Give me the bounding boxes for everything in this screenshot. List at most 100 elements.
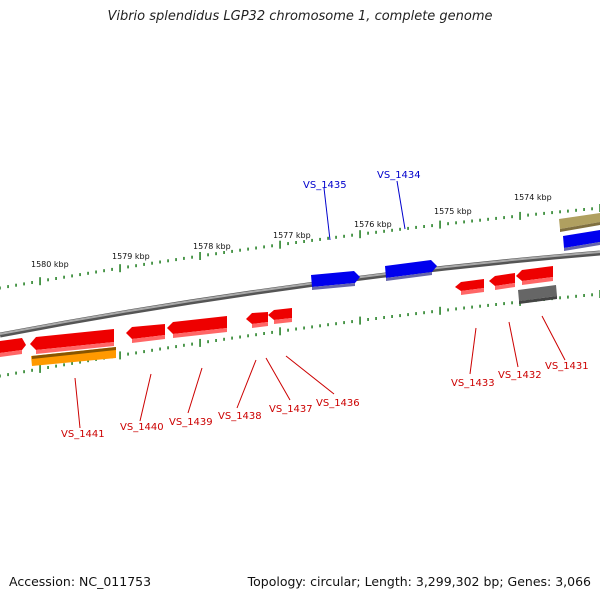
reverse-scale-tick <box>407 313 409 317</box>
gene-VS_1441[interactable] <box>30 329 114 354</box>
forward-scale-tick <box>55 277 57 280</box>
reverse-scale-tick <box>87 359 89 363</box>
forward-scale-tick <box>319 237 321 241</box>
forward-scale-tick <box>527 213 529 217</box>
reverse-strand-ticks <box>0 290 600 378</box>
gene-VS_1438[interactable] <box>246 312 268 328</box>
forward-scale-tick <box>383 229 385 233</box>
gene-label-VS_1431[interactable]: VS_1431 <box>545 361 589 372</box>
forward-scale-tick <box>431 224 433 228</box>
gene-VS_1435[interactable] <box>311 271 360 290</box>
gene-label-VS_1432[interactable]: VS_1432 <box>498 370 542 381</box>
forward-scale-tick <box>111 267 113 271</box>
reverse-scale-tick <box>439 306 441 315</box>
forward-scale-tick <box>23 282 25 286</box>
kbp-tick-label: 1575 kbp <box>434 207 472 216</box>
forward-scale-tick <box>575 208 577 212</box>
forward-scale-tick <box>415 225 417 229</box>
forward-scale-tick <box>223 251 225 254</box>
forward-scale-tick <box>0 286 1 290</box>
forward-scale-tick <box>567 209 569 213</box>
gene-upstream-reverse[interactable] <box>0 338 26 357</box>
gene-VS_1437[interactable] <box>268 308 292 324</box>
reverse-scale-tick <box>351 320 353 324</box>
reverse-scale-tick <box>0 374 1 378</box>
reverse-scale-tick <box>23 370 25 374</box>
gene-label-VS_1437[interactable]: VS_1437 <box>269 404 313 415</box>
reverse-scale-tick <box>71 361 73 365</box>
reverse-scale-tick <box>47 366 49 369</box>
forward-scale-tick <box>39 277 41 286</box>
reverse-scale-tick <box>151 348 153 352</box>
gene-label-VS_1439[interactable]: VS_1439 <box>169 417 213 428</box>
reverse-scale-tick <box>167 346 169 350</box>
map-title: Vibrio splendidus LGP32 chromosome 1, co… <box>107 9 493 24</box>
reverse-scale-tick <box>375 317 377 320</box>
forward-scale-tick <box>271 244 273 248</box>
forward-scale-tick <box>71 274 73 278</box>
gene-label-VS_1433[interactable]: VS_1433 <box>451 378 495 389</box>
reverse-scale-tick <box>63 363 65 367</box>
gene-label-VS_1436[interactable]: VS_1436 <box>316 398 360 409</box>
forward-scale-tick <box>359 230 361 239</box>
gene-label-VS_1438[interactable]: VS_1438 <box>218 411 262 422</box>
gene-VS_1434[interactable] <box>385 260 437 281</box>
reverse-scale-tick <box>583 294 585 297</box>
gene-VS_1440[interactable] <box>126 324 165 343</box>
forward-scale-tick <box>519 211 521 220</box>
reverse-scale-tick <box>335 322 337 326</box>
chromosome-backbone <box>0 250 600 338</box>
forward-scale-tick <box>247 247 249 251</box>
reverse-scale-tick <box>327 323 329 327</box>
forward-scale-tick <box>135 264 137 268</box>
forward-scale-tick <box>559 210 561 214</box>
reverse-scale-tick <box>215 339 217 342</box>
gene-label-VS_1440[interactable]: VS_1440 <box>120 422 164 433</box>
forward-scale-tick <box>511 215 513 219</box>
forward-strand-ticks <box>0 204 600 290</box>
reverse-scale-tick <box>575 294 577 298</box>
forward-scale-tick <box>31 281 33 284</box>
pseudo-gene[interactable] <box>518 285 557 304</box>
kbp-tick-label: 1574 kbp <box>514 193 552 202</box>
reverse-scale-tick <box>423 311 425 315</box>
gene-label-VS_1434[interactable]: VS_1434 <box>377 170 421 181</box>
forward-scale-tick <box>551 211 553 215</box>
gene-upstream-other[interactable] <box>559 213 600 232</box>
gene-VS_1431[interactable] <box>516 266 553 285</box>
forward-scale-tick <box>343 234 345 238</box>
reverse-scale-tick <box>591 293 593 297</box>
gene-label-VS_1441[interactable]: VS_1441 <box>61 429 105 440</box>
gene-VS_1433[interactable] <box>455 279 484 295</box>
forward-scale-tick <box>151 261 153 265</box>
kbp-tick-label: 1576 kbp <box>354 220 392 229</box>
forward-scale-tick <box>335 235 337 239</box>
reverse-scale-tick <box>271 330 273 334</box>
reverse-scale-tick <box>567 295 569 299</box>
reverse-scale-tick <box>247 334 249 338</box>
forward-scale-tick <box>455 221 457 225</box>
rna-VS_1441[interactable] <box>31 347 116 366</box>
forward-scale-tick <box>103 269 105 273</box>
forward-scale-tick <box>47 278 49 282</box>
forward-scale-tick <box>255 246 257 250</box>
gene-VS_1432[interactable] <box>489 273 515 290</box>
reverse-scale-tick <box>39 364 41 373</box>
gene-label-VS_1435[interactable]: VS_1435 <box>303 180 347 191</box>
accession-label: Accession: NC_011753 <box>9 574 152 589</box>
forward-scale-tick <box>463 220 465 224</box>
kbp-tick-label: 1577 kbp <box>273 231 311 240</box>
reverse-scale-tick <box>255 333 257 337</box>
gene-VS_1439[interactable] <box>167 316 227 338</box>
forward-scale-tick <box>119 264 121 273</box>
forward-scale-tick <box>487 217 489 221</box>
gene-upstream-forward[interactable] <box>563 230 600 251</box>
reverse-scale-tick <box>127 352 129 356</box>
forward-scale-tick <box>407 226 409 230</box>
reverse-scale-tick <box>383 316 385 319</box>
reverse-scale-tick <box>511 301 513 305</box>
reverse-scale-tick <box>399 314 401 318</box>
reverse-scale-tick <box>119 351 121 360</box>
forward-scale-tick <box>399 227 401 231</box>
